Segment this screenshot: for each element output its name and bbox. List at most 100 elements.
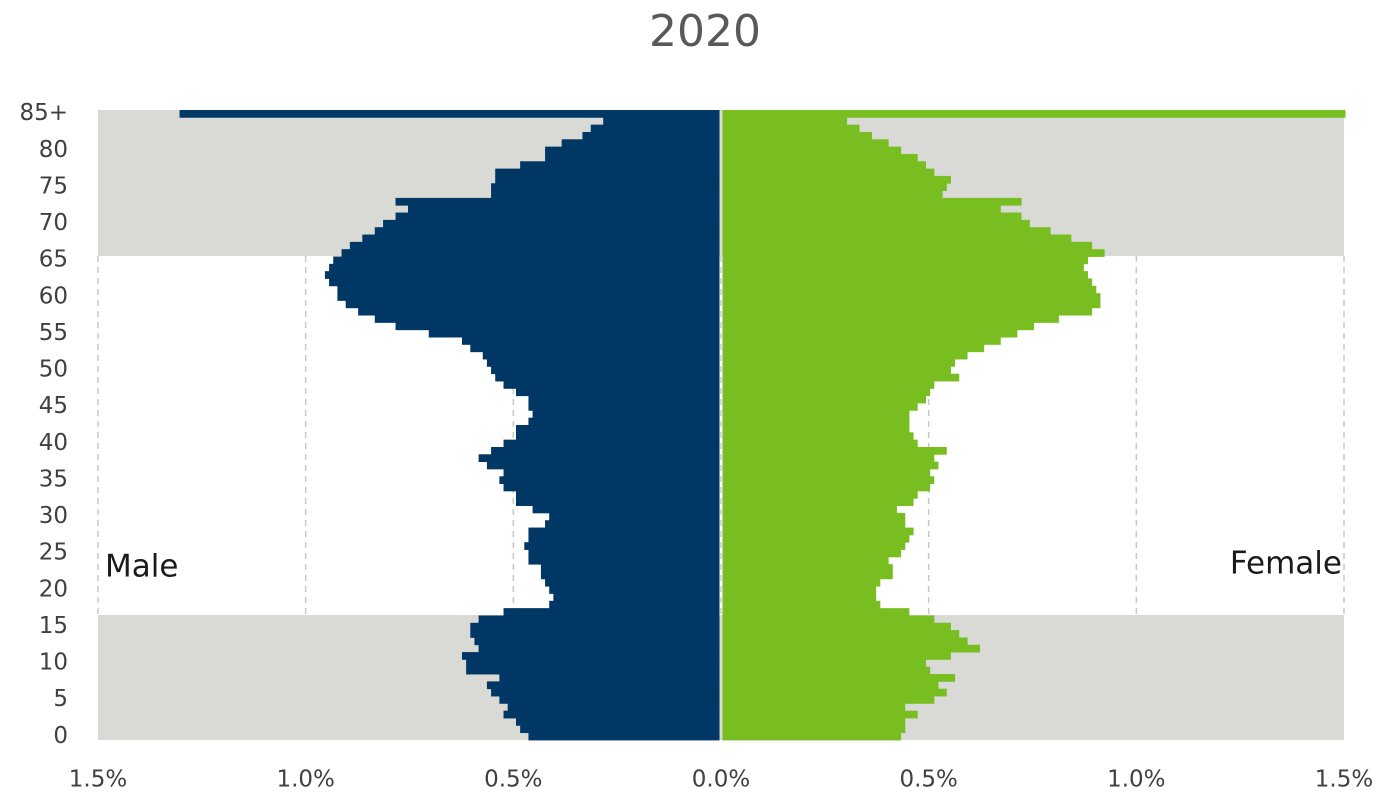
bar bbox=[395, 197, 720, 206]
bar bbox=[722, 271, 1088, 279]
bar bbox=[540, 571, 720, 580]
bar bbox=[722, 381, 935, 389]
bar bbox=[374, 315, 720, 323]
bar bbox=[590, 124, 720, 133]
bar bbox=[722, 139, 889, 148]
age-band bbox=[98, 615, 1344, 740]
bar bbox=[528, 732, 720, 741]
age-band bbox=[98, 110, 1344, 256]
bar bbox=[461, 652, 720, 660]
bar bbox=[553, 593, 720, 602]
bar bbox=[722, 388, 931, 397]
bar bbox=[337, 293, 720, 301]
bar bbox=[722, 219, 1030, 228]
bar bbox=[486, 359, 720, 367]
bar bbox=[515, 425, 720, 433]
bar bbox=[329, 263, 720, 272]
bar bbox=[474, 637, 720, 646]
bar bbox=[503, 468, 720, 477]
bar bbox=[722, 168, 935, 177]
bar bbox=[528, 395, 720, 404]
bar bbox=[495, 175, 720, 184]
bar bbox=[722, 710, 918, 719]
bar bbox=[722, 293, 1101, 301]
bar bbox=[520, 161, 720, 170]
bar bbox=[374, 227, 720, 235]
bar bbox=[337, 285, 720, 294]
bar bbox=[545, 578, 720, 587]
bar bbox=[470, 344, 720, 353]
bar bbox=[722, 490, 918, 499]
y-tick-label: 65 bbox=[39, 247, 68, 273]
bar bbox=[722, 468, 931, 477]
bar bbox=[349, 241, 720, 250]
bar bbox=[395, 322, 720, 331]
bar bbox=[722, 688, 947, 697]
bar bbox=[722, 505, 897, 514]
bar bbox=[582, 131, 720, 140]
bar bbox=[545, 520, 720, 528]
bar bbox=[345, 300, 720, 309]
bar bbox=[722, 161, 927, 170]
bar bbox=[528, 527, 720, 536]
bar bbox=[722, 615, 935, 624]
bar bbox=[722, 432, 914, 441]
bar bbox=[722, 205, 1001, 213]
bar bbox=[722, 403, 918, 411]
bar bbox=[503, 710, 720, 719]
bar bbox=[540, 564, 720, 572]
bar bbox=[722, 476, 935, 485]
bar bbox=[528, 556, 720, 565]
bar bbox=[722, 190, 943, 199]
bar bbox=[495, 168, 720, 177]
bar bbox=[722, 556, 889, 565]
bar bbox=[466, 659, 720, 668]
chart-title: 2020 bbox=[649, 6, 761, 57]
bar bbox=[461, 337, 720, 345]
bar bbox=[722, 586, 877, 594]
bar bbox=[722, 454, 935, 463]
y-tick-label: 25 bbox=[39, 540, 68, 566]
bar bbox=[722, 212, 1022, 221]
bar bbox=[486, 681, 720, 690]
bar bbox=[722, 344, 985, 353]
bar bbox=[499, 476, 720, 485]
bar bbox=[722, 703, 906, 712]
bar bbox=[341, 249, 720, 257]
y-tick-label: 70 bbox=[39, 210, 68, 236]
legend-label: Female bbox=[1230, 546, 1342, 582]
bar bbox=[722, 520, 906, 528]
bar bbox=[722, 439, 918, 448]
y-tick-label: 80 bbox=[39, 137, 68, 163]
y-tick-label: 10 bbox=[39, 650, 68, 676]
bar bbox=[528, 417, 720, 426]
x-tick-label: 1.0% bbox=[1107, 767, 1165, 793]
bar bbox=[722, 183, 947, 191]
bar bbox=[499, 696, 720, 704]
bar bbox=[515, 490, 720, 499]
legend-label: Male bbox=[105, 549, 178, 585]
bar bbox=[722, 630, 960, 638]
bar bbox=[722, 681, 939, 690]
bar bbox=[722, 329, 1018, 338]
bar bbox=[470, 630, 720, 638]
bar bbox=[515, 388, 720, 397]
y-tick-label: 5 bbox=[53, 686, 68, 712]
y-tick-label: 35 bbox=[39, 466, 68, 492]
bar bbox=[520, 725, 720, 734]
bar bbox=[491, 366, 720, 375]
x-tick-label: 1.0% bbox=[276, 767, 334, 793]
bar bbox=[722, 732, 902, 741]
y-tick-label: 15 bbox=[39, 613, 68, 639]
bar bbox=[722, 498, 914, 506]
bar bbox=[549, 600, 720, 609]
y-tick-label: 40 bbox=[39, 430, 68, 456]
bar bbox=[329, 278, 720, 287]
bar bbox=[722, 337, 1001, 345]
bar bbox=[358, 307, 720, 316]
y-tick-label: 45 bbox=[39, 393, 68, 419]
bar bbox=[722, 351, 968, 360]
bar bbox=[722, 153, 918, 162]
bar bbox=[515, 718, 720, 726]
bar bbox=[722, 410, 910, 419]
